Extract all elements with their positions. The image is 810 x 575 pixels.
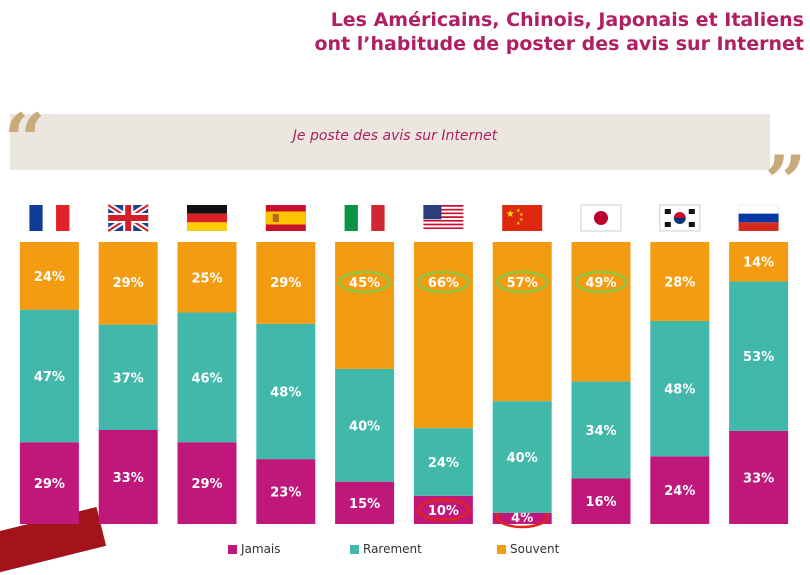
data-label-jamais-royaume-uni: 33% [113, 471, 144, 486]
title-line-2: ont l’habitude de poster des avis sur In… [314, 33, 804, 55]
flag-uk-icon [106, 202, 150, 234]
legend-item-souvent: Souvent [497, 542, 559, 556]
data-label-rarement-coree-du-sud: 48% [664, 383, 695, 398]
data-label-souvent-royaume-uni: 29% [113, 276, 144, 291]
legend-label-jamais: Jamais [241, 542, 281, 556]
bar-souvent-japon [571, 242, 631, 382]
highlight-circle-souvent-chine [495, 270, 549, 294]
bar-jamais-allemagne [177, 442, 237, 524]
bar-souvent-italie [335, 242, 395, 369]
page-title: Les Américains, Chinois, Japonais et Ita… [244, 8, 804, 56]
legend-label-rarement: Rarement [363, 542, 422, 556]
highlight-circle-souvent-etats-unis [417, 270, 470, 294]
data-label-jamais-japon: 16% [585, 495, 616, 510]
data-label-rarement-japon: 34% [585, 424, 616, 439]
data-label-souvent-espagne: 29% [270, 276, 301, 291]
quote-band [10, 114, 770, 170]
svg-text:★: ★ [506, 209, 515, 220]
title-line-1: Les Américains, Chinois, Japonais et Ita… [330, 9, 804, 31]
data-label-souvent-allemagne: 25% [191, 271, 222, 286]
bar-jamais-japon [571, 478, 631, 524]
data-label-jamais-france: 29% [34, 477, 65, 492]
data-label-rarement-france: 47% [34, 370, 65, 385]
data-label-jamais-chine: 4% [511, 511, 533, 526]
data-label-rarement-russie: 53% [743, 350, 774, 365]
flag-china-icon: ★ ★★★★ [502, 205, 543, 231]
bar-jamais-coree-du-sud [650, 456, 710, 524]
bar-rarement-coree-du-sud [650, 320, 710, 457]
data-label-souvent-russie: 14% [743, 256, 774, 271]
bar-rarement-allemagne [177, 312, 237, 443]
open-quote-icon: “ [4, 97, 46, 182]
bar-souvent-allemagne [177, 242, 237, 313]
bar-jamais-russie [729, 430, 789, 524]
bar-souvent-coree-du-sud [650, 242, 710, 321]
quote-text: Je poste des avis sur Internet [292, 128, 498, 144]
flag-south-korea-icon [659, 204, 701, 232]
highlight-circle-jamais-etats-unis [417, 498, 470, 522]
bar-rarement-espagne [256, 323, 316, 460]
data-label-jamais-russie: 33% [743, 471, 774, 486]
bar-souvent-russie [729, 242, 789, 282]
data-label-jamais-espagne: 23% [270, 486, 301, 501]
legend-swatch-jamais [228, 544, 237, 554]
bar-jamais-chine [492, 512, 552, 524]
data-label-souvent-etats-unis: 66% [428, 276, 459, 291]
legend-swatch-rarement [350, 544, 359, 554]
data-label-rarement-chine: 40% [507, 451, 538, 466]
legend-item-jamais: Jamais [228, 542, 281, 556]
legend-swatch-souvent [497, 544, 506, 554]
bar-rarement-russie [729, 281, 789, 431]
data-label-jamais-italie: 15% [349, 497, 380, 512]
bar-souvent-chine [492, 242, 552, 402]
highlight-circle-souvent-italie [338, 270, 391, 294]
data-label-souvent-italie: 45% [349, 276, 380, 291]
data-label-jamais-coree-du-sud: 24% [664, 484, 695, 499]
bar-rarement-japon [571, 381, 631, 479]
data-label-rarement-allemagne: 46% [191, 371, 222, 386]
bar-rarement-france [19, 309, 79, 443]
bar-souvent-france [19, 242, 79, 310]
bar-jamais-france [19, 442, 79, 524]
data-label-souvent-coree-du-sud: 28% [664, 275, 695, 290]
data-label-rarement-espagne: 48% [270, 385, 301, 400]
svg-text:★: ★ [519, 212, 524, 218]
flag-germany-icon [187, 205, 227, 231]
flag-spain-icon [265, 205, 306, 231]
bar-rarement-italie [335, 368, 395, 482]
data-label-souvent-chine: 57% [507, 276, 538, 291]
flag-france-icon [29, 205, 70, 231]
legend-item-rarement: Rarement [350, 542, 422, 556]
svg-text:★: ★ [519, 217, 524, 223]
bar-rarement-chine [492, 401, 552, 513]
legend-label-souvent: Souvent [510, 542, 560, 556]
data-label-souvent-france: 24% [34, 270, 65, 285]
bar-jamais-espagne [256, 459, 316, 524]
bar-souvent-royaume-uni [98, 242, 158, 325]
bar-rarement-etats-unis [413, 428, 473, 496]
data-label-rarement-italie: 40% [349, 419, 380, 434]
data-label-souvent-japon: 49% [585, 276, 616, 291]
bar-souvent-espagne [256, 242, 316, 324]
flag-japan-icon [580, 204, 622, 232]
bar-jamais-royaume-uni [98, 430, 158, 524]
data-label-jamais-etats-unis: 10% [428, 504, 459, 519]
flag-italy-icon [344, 205, 385, 231]
flag-russia-icon [738, 204, 779, 231]
bar-rarement-royaume-uni [98, 324, 158, 430]
svg-text:★: ★ [516, 221, 521, 227]
data-label-jamais-allemagne: 29% [191, 477, 222, 492]
highlight-circle-souvent-japon [574, 270, 628, 294]
data-label-rarement-royaume-uni: 37% [113, 371, 144, 386]
bar-souvent-etats-unis [413, 242, 473, 429]
data-label-rarement-etats-unis: 24% [428, 456, 459, 471]
svg-text:★: ★ [516, 208, 521, 214]
flag-usa-icon [423, 205, 464, 231]
bar-jamais-italie [335, 481, 395, 524]
chart-legend: Jamais Rarement Souvent [0, 542, 810, 560]
